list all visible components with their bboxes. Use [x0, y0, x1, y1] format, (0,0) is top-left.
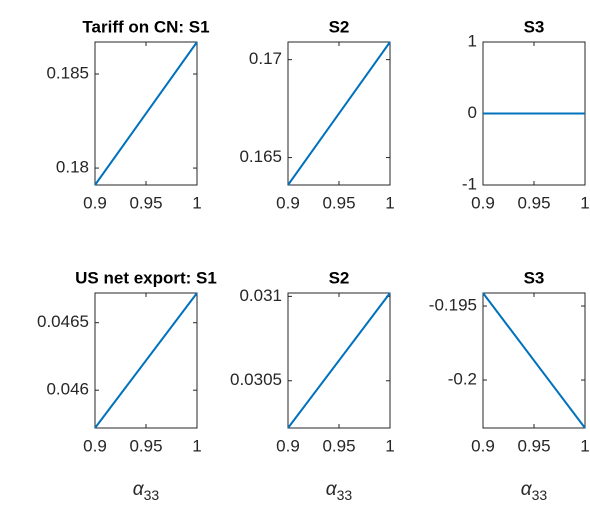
y-tick-label: 0.031	[239, 286, 282, 305]
chart-title: S3	[524, 268, 545, 287]
x-tick-label: 1	[192, 436, 201, 455]
x-tick-label: 0.9	[276, 436, 300, 455]
y-tick-label: 0.17	[249, 49, 282, 68]
x-axis-label-symbol: α	[326, 479, 338, 500]
y-tick-label: 0.0305	[230, 370, 282, 389]
x-axis-label-subscript: 33	[144, 487, 160, 503]
x-tick-label: 0.9	[83, 193, 107, 212]
x-axis-label-subscript: 33	[532, 487, 548, 503]
x-tick-label: 0.9	[471, 436, 495, 455]
x-axis-label-symbol: α	[521, 479, 533, 500]
x-tick-label: 0.9	[471, 193, 495, 212]
y-tick-label: 0	[468, 103, 477, 122]
x-axis-label: α33	[133, 479, 160, 503]
line-series	[287, 41, 391, 186]
x-axis-label-subscript: 33	[337, 487, 353, 503]
chart-title: Tariff on CN: S1	[82, 17, 209, 36]
y-tick-label: -1	[462, 174, 477, 193]
line-series	[94, 41, 198, 186]
y-tick-label: 0.185	[46, 63, 89, 82]
x-tick-label: 0.95	[322, 436, 355, 455]
x-axis-label: α33	[326, 479, 353, 503]
x-axis-label-symbol: α	[133, 479, 145, 500]
chart-title: S2	[329, 268, 350, 287]
x-tick-label: 1	[580, 193, 589, 212]
y-tick-label: 0.165	[239, 147, 282, 166]
y-tick-label: 1	[468, 31, 477, 50]
x-tick-label: 0.95	[129, 436, 162, 455]
x-tick-label: 0.95	[517, 193, 550, 212]
x-tick-label: 1	[385, 193, 394, 212]
line-series	[94, 292, 198, 429]
x-axis-label: α33	[521, 479, 548, 503]
x-tick-label: 0.95	[322, 193, 355, 212]
x-tick-label: 1	[192, 193, 201, 212]
chart-title: US net export: S1	[75, 268, 217, 287]
y-tick-label: 0.046	[46, 380, 89, 399]
x-tick-label: 0.95	[517, 436, 550, 455]
x-tick-label: 1	[385, 436, 394, 455]
line-series	[287, 292, 391, 429]
x-tick-label: 0.95	[129, 193, 162, 212]
line-series	[482, 292, 586, 429]
y-tick-label: 0.18	[56, 158, 89, 177]
x-tick-label: 1	[580, 436, 589, 455]
y-tick-label: -0.195	[429, 296, 477, 315]
y-tick-label: -0.2	[448, 370, 477, 389]
y-tick-label: 0.0465	[37, 312, 89, 331]
x-tick-label: 0.9	[83, 436, 107, 455]
x-tick-label: 0.9	[276, 193, 300, 212]
chart-title: S2	[329, 17, 350, 36]
chart-title: S3	[524, 17, 545, 36]
